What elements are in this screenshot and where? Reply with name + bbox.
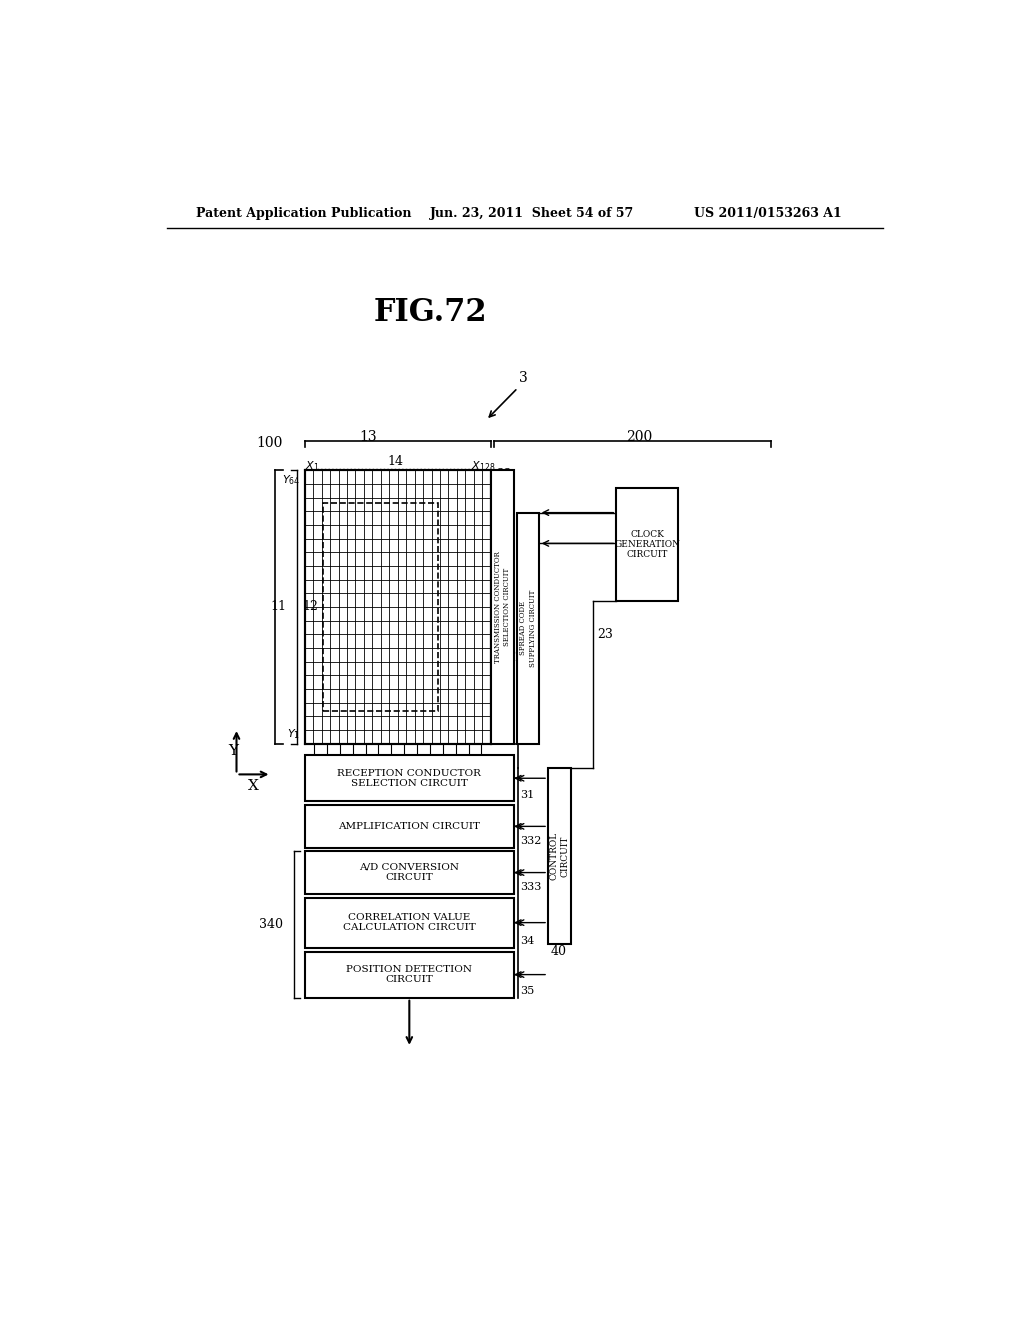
Text: CONTROL
CIRCUIT: CONTROL CIRCUIT <box>550 832 569 880</box>
Bar <box>305 851 514 894</box>
Text: RECEPTION CONDUCTOR
SELECTION CIRCUIT: RECEPTION CONDUCTOR SELECTION CIRCUIT <box>337 768 481 788</box>
Text: 23: 23 <box>597 628 612 640</box>
Text: 35: 35 <box>520 986 535 997</box>
Text: TRANSMISSION CONDUCTOR
SELECTION CIRCUIT: TRANSMISSION CONDUCTOR SELECTION CIRCUIT <box>494 550 511 663</box>
Bar <box>305 805 514 847</box>
Text: 11: 11 <box>271 601 287 612</box>
Text: $X_{128}$: $X_{128}$ <box>471 459 496 473</box>
Bar <box>490 470 514 743</box>
Bar <box>517 512 539 743</box>
Bar <box>324 503 438 711</box>
Text: CORRELATION VALUE
CALCULATION CIRCUIT: CORRELATION VALUE CALCULATION CIRCUIT <box>343 913 476 932</box>
Text: A/D CONVERSION
CIRCUIT: A/D CONVERSION CIRCUIT <box>359 863 460 882</box>
Text: US 2011/0153263 A1: US 2011/0153263 A1 <box>693 207 842 220</box>
Text: 34: 34 <box>520 936 535 946</box>
Text: 200: 200 <box>627 430 652 444</box>
Text: 12: 12 <box>302 601 317 612</box>
Text: $Y_1$: $Y_1$ <box>287 727 300 742</box>
Text: Patent Application Publication: Patent Application Publication <box>197 207 412 220</box>
Text: FIG.72: FIG.72 <box>374 297 487 327</box>
Text: 333: 333 <box>520 882 542 892</box>
Text: AMPLIFICATION CIRCUIT: AMPLIFICATION CIRCUIT <box>338 822 480 830</box>
Text: 100: 100 <box>257 437 283 450</box>
Text: Jun. 23, 2011  Sheet 54 of 57: Jun. 23, 2011 Sheet 54 of 57 <box>430 207 635 220</box>
Text: 3: 3 <box>519 371 527 385</box>
Bar <box>305 470 490 743</box>
Bar <box>305 755 514 801</box>
Text: 21: 21 <box>514 651 529 664</box>
Text: $X_1$: $X_1$ <box>304 459 318 473</box>
Bar <box>305 898 514 948</box>
Text: 13: 13 <box>359 430 377 444</box>
Text: X: X <box>248 779 259 793</box>
Text: 340: 340 <box>259 917 283 931</box>
Text: 332: 332 <box>520 836 542 846</box>
Text: Y: Y <box>228 744 239 758</box>
Text: $Y_{64}$: $Y_{64}$ <box>282 474 300 487</box>
Text: 22: 22 <box>496 467 512 480</box>
Text: CLOCK
GENERATION
CIRCUIT: CLOCK GENERATION CIRCUIT <box>614 529 680 560</box>
Text: SPREAD CODE
SUPPLYING CIRCUIT: SPREAD CODE SUPPLYING CIRCUIT <box>519 590 537 667</box>
Text: 31: 31 <box>520 789 535 800</box>
Bar <box>616 488 678 601</box>
Text: POSITION DETECTION
CIRCUIT: POSITION DETECTION CIRCUIT <box>346 965 472 985</box>
Bar <box>548 768 571 944</box>
Text: 14: 14 <box>387 454 403 467</box>
Text: 40: 40 <box>550 945 566 958</box>
Bar <box>305 952 514 998</box>
